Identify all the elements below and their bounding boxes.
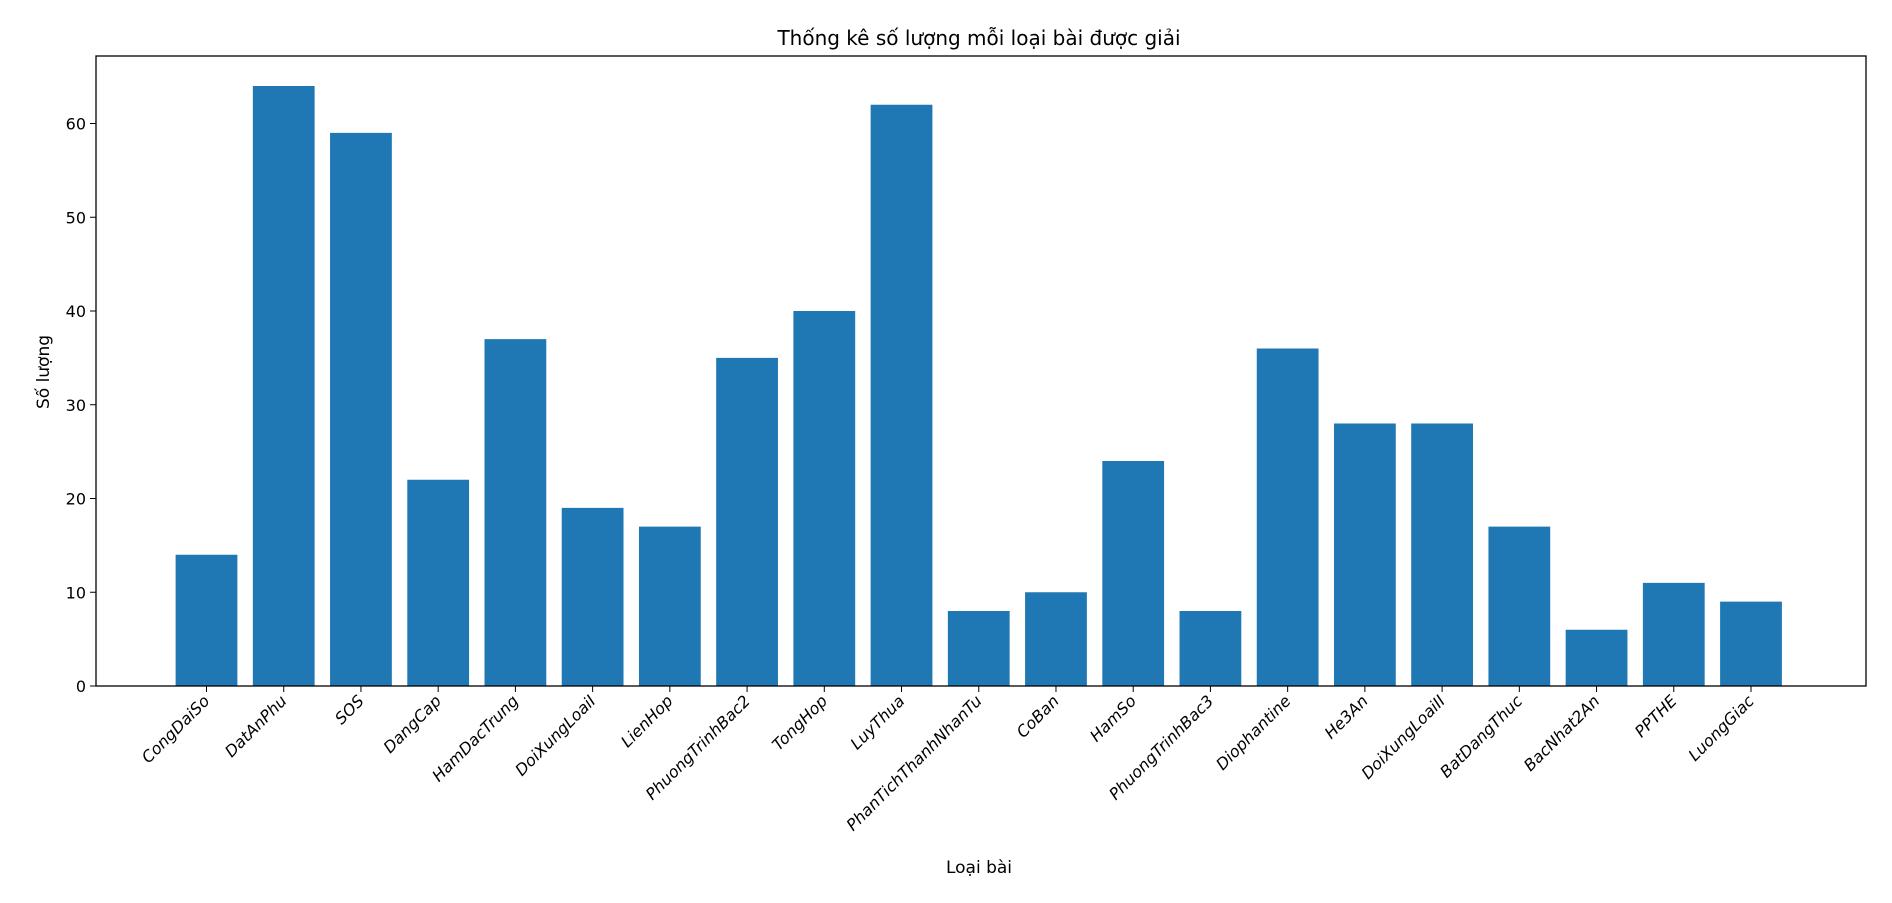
bar-BatDangThuc	[1488, 526, 1551, 686]
x-tick-label: TongHop	[768, 691, 831, 754]
x-tick-label: SOS	[331, 691, 368, 728]
x-axis-label: Loại bài	[946, 858, 1012, 878]
y-tick-label: 60	[66, 115, 86, 134]
bar-DangCap	[407, 479, 470, 686]
bar-He3An	[1333, 423, 1396, 686]
bar-TongHop	[793, 311, 856, 686]
y-tick-label: 40	[66, 302, 86, 321]
bar-PhuongTrinhBac3	[1179, 611, 1242, 686]
bar-PhuongTrinhBac2	[716, 357, 778, 686]
bar-CoBan	[1025, 592, 1087, 686]
x-tick-label: He3An	[1321, 691, 1372, 742]
x-tick-label: PhanTichThanhNhanTu	[843, 691, 986, 834]
bar-CongDaiSo	[175, 554, 238, 686]
bar-HamDacTrung	[484, 339, 547, 686]
plot-frame	[95, 55, 1867, 687]
bar-LienHop	[638, 526, 701, 686]
bar-Diophantine	[1256, 348, 1319, 686]
bars-group	[175, 86, 1782, 686]
x-tick-label: LuongGiac	[1685, 691, 1758, 764]
y-tick-label: 10	[66, 583, 86, 602]
bar-LuongGiac	[1720, 601, 1782, 686]
y-tick-label: 20	[66, 490, 86, 509]
x-tick-label: CongDaiSo	[138, 691, 214, 767]
chart-title: Thống kê số lượng mỗi loại bài được giải	[776, 26, 1180, 50]
bar-PPTHE	[1642, 582, 1705, 686]
x-tick-label: LienHop	[617, 691, 677, 751]
bar-DoiXungLoaiII	[1411, 423, 1473, 686]
x-tick-label: CoBan	[1013, 691, 1063, 741]
x-tick-label: DatAnPhu	[221, 691, 291, 761]
bar-HamSo	[1102, 461, 1165, 686]
x-tick-label: HamSo	[1086, 691, 1140, 745]
x-tick-label: BacNhat2An	[1520, 691, 1603, 774]
y-tick-label: 50	[66, 208, 86, 227]
x-tick-label: Diophantine	[1212, 691, 1294, 773]
bar-LuyThua	[870, 104, 933, 686]
x-tick-label: DangCap	[380, 691, 445, 756]
bar-DatAnPhu	[252, 86, 315, 686]
y-tick-label: 0	[76, 677, 86, 696]
y-axis: 0 10 20 30 40 50 60	[66, 115, 96, 696]
x-tick-label: PPTHE	[1631, 691, 1681, 741]
y-tick-label: 30	[66, 396, 86, 415]
x-tick-label: LuyThua	[847, 691, 909, 753]
x-tick-label: DoiXungLoaiI	[511, 691, 599, 779]
y-axis-label: Số lượng	[33, 335, 54, 409]
x-tick-label: BatDangThuc	[1436, 691, 1526, 781]
bar-DoiXungLoaiI	[561, 507, 624, 686]
x-axis: CongDaiSo DatAnPhu SOS DangCapHamDacTrungDo…	[138, 686, 1758, 834]
bar-SOS	[330, 132, 392, 686]
bar-PhanTichThanhNhanTu	[947, 611, 1010, 686]
bar-BacNhat2An	[1565, 629, 1628, 686]
